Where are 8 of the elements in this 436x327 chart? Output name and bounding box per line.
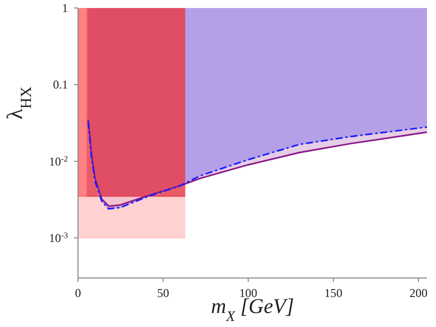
x-tick-label: 0: [75, 286, 81, 300]
y-tick-label: 0.1: [53, 78, 68, 92]
x-tick-label: 200: [409, 286, 428, 300]
x-tick-label: 50: [157, 286, 170, 300]
y-tick-label: 10$^{-2}$: [49, 154, 68, 168]
y-tick-label: 10$^{-3}$: [49, 230, 68, 245]
x-tick-label: 150: [324, 286, 342, 300]
y-tick-label: 1: [62, 1, 68, 15]
